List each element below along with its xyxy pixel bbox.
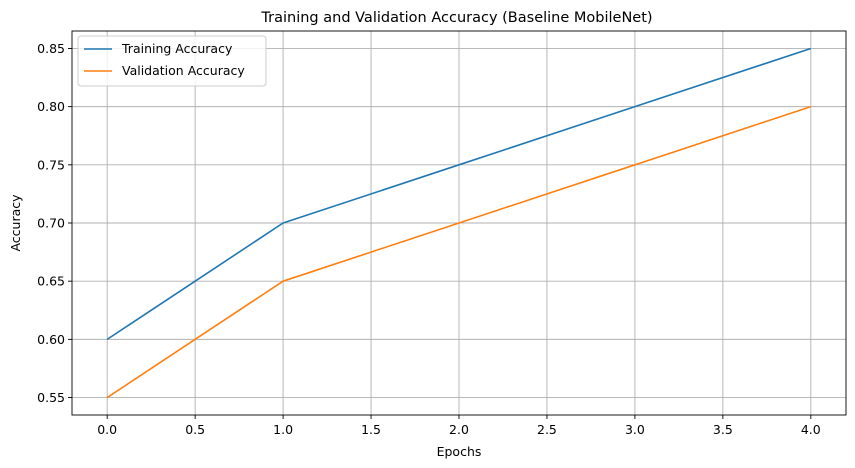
x-axis: 0.0 0.5 1.0 1.5 2.0 2.5 3.0 3.5 4.0: [97, 415, 821, 437]
y-tick-label: 0.85: [37, 41, 65, 56]
legend: Training Accuracy Validation Accuracy: [77, 35, 267, 87]
plot-frame: [71, 30, 847, 416]
y-tick-label: 0.80: [37, 99, 65, 114]
y-tick-label: 0.60: [37, 332, 65, 347]
x-tick-label: 3.5: [713, 422, 733, 437]
chart-title: Training and Validation Accuracy (Baseli…: [260, 10, 652, 26]
legend-label-validation: Validation Accuracy: [122, 63, 245, 78]
y-axis: 0.55 0.60 0.65 0.70 0.75 0.80 0.85: [37, 41, 72, 405]
legend-box: [77, 35, 267, 87]
x-axis-label: Epochs: [437, 444, 482, 459]
x-tick-label: 3.0: [625, 422, 645, 437]
x-tick-label: 4.0: [801, 422, 821, 437]
x-tick-label: 2.0: [449, 422, 469, 437]
x-tick-label: 2.5: [537, 422, 557, 437]
x-tick-label: 1.5: [361, 422, 381, 437]
series-line-1: [106, 105, 812, 399]
y-tick-label: 0.70: [37, 216, 65, 231]
y-tick-label: 0.65: [37, 274, 65, 289]
legend-label-training: Training Accuracy: [121, 41, 233, 56]
series-line-0: [106, 47, 812, 341]
x-tick-label: 1.0: [273, 422, 293, 437]
y-axis-label: Accuracy: [8, 194, 23, 252]
y-tick-label: 0.55: [37, 390, 65, 405]
series-lines: [106, 47, 812, 399]
y-tick-label: 0.75: [37, 157, 65, 172]
x-tick-label: 0.5: [185, 422, 205, 437]
x-tick-label: 0.0: [97, 422, 117, 437]
